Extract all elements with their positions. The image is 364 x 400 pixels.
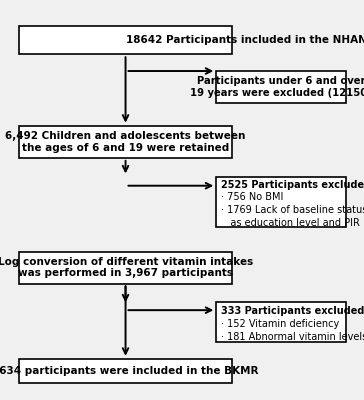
FancyBboxPatch shape	[216, 71, 346, 103]
Text: 333 Participants excluded: 333 Participants excluded	[221, 306, 364, 316]
FancyBboxPatch shape	[216, 302, 346, 342]
FancyBboxPatch shape	[20, 126, 232, 158]
Text: · 1769 Lack of baseline status such: · 1769 Lack of baseline status such	[221, 205, 364, 215]
Text: 2525 Participants excluded: 2525 Participants excluded	[221, 180, 364, 190]
Text: 3634 participants were included in the BKMR: 3634 participants were included in the B…	[0, 366, 259, 376]
Text: 18642 Participants included in the NHANES (2013-2016): 18642 Participants included in the NHANE…	[126, 35, 364, 45]
Text: Log conversion of different vitamin intakes
was performed in 3,967 participants: Log conversion of different vitamin inta…	[0, 257, 253, 278]
Text: as education level and PIR: as education level and PIR	[221, 218, 360, 228]
Text: · 756 No BMI: · 756 No BMI	[221, 192, 284, 202]
Text: · 181 Abnormal vitamin levels: · 181 Abnormal vitamin levels	[221, 332, 364, 342]
Text: 6,492 Children and adolescents between
the ages of 6 and 19 were retained: 6,492 Children and adolescents between t…	[5, 131, 246, 152]
Text: · 152 Vitamin deficiency: · 152 Vitamin deficiency	[221, 319, 340, 329]
Text: Participants under 6 and over
19 years were excluded (12150): Participants under 6 and over 19 years w…	[190, 76, 364, 98]
FancyBboxPatch shape	[216, 176, 346, 227]
FancyBboxPatch shape	[20, 252, 232, 284]
FancyBboxPatch shape	[20, 359, 232, 383]
FancyBboxPatch shape	[20, 26, 232, 54]
